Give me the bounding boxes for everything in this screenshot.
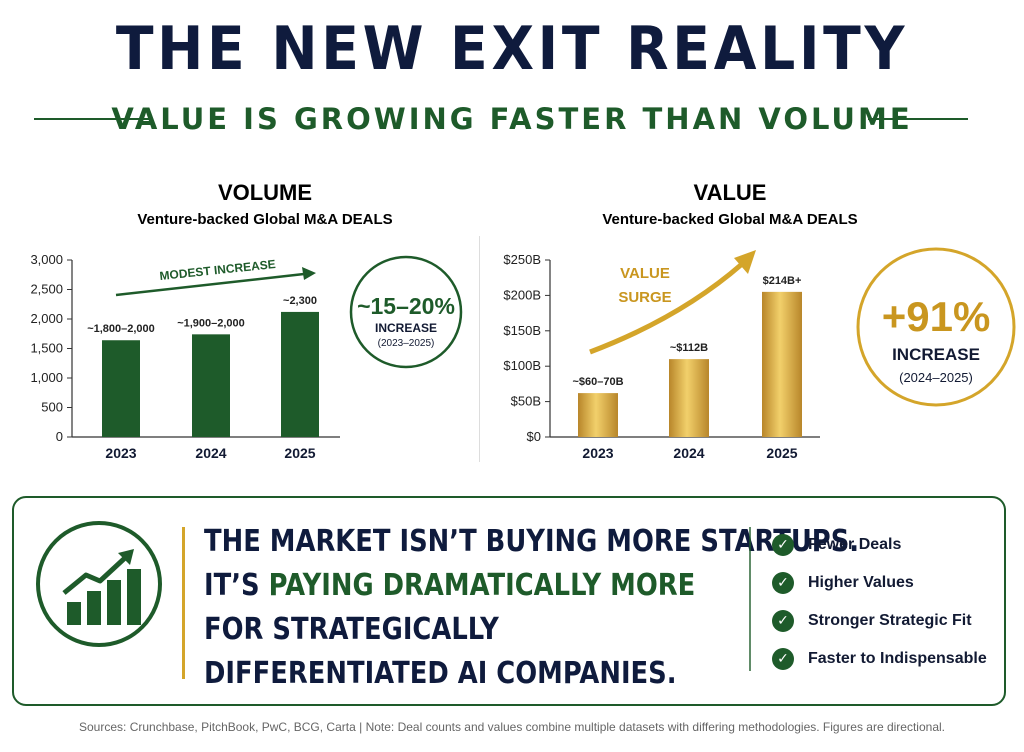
data-label-2024: ~$112B — [670, 342, 708, 354]
message-panel — [12, 496, 1006, 706]
headline-line-2-accent: PAYING DRAMATICALLY MORE — [268, 568, 696, 603]
checklist-item: ✓ Fewer Deals — [772, 526, 987, 564]
data-label-2025: ~2,300 — [283, 295, 317, 307]
check-icon: ✓ — [772, 648, 794, 670]
bar-2024 — [669, 359, 709, 437]
value-surge-arrow-head — [734, 250, 756, 274]
y-tick-label: $0 — [527, 429, 541, 444]
value-surge-arrow-path — [589, 262, 744, 355]
headline-line-2: IT’S PAYING DRAMATICALLY MORE — [204, 564, 859, 608]
subtitle-rule-left — [34, 118, 150, 120]
bar-2025 — [762, 291, 802, 437]
y-tick-label: 1,500 — [30, 341, 63, 356]
check-icon: ✓ — [772, 534, 794, 556]
bar-2024 — [192, 334, 230, 437]
growth-chart-icon — [36, 521, 162, 647]
volume-trend-arrow-head — [302, 267, 316, 280]
volume-badge-period: (2023–2025) — [378, 338, 435, 349]
value-badge-label: INCREASE — [892, 345, 980, 364]
headline-line-4: DIFFERENTIATED AI COMPANIES. — [204, 656, 677, 691]
data-label-2025: $214B+ — [763, 275, 802, 287]
sources-footnote: Sources: Crunchbase, PitchBook, PwC, BCG… — [79, 720, 945, 734]
volume-trend-arrow-line — [115, 272, 305, 297]
x-tick-label-2024: 2024 — [195, 445, 226, 461]
value-trend-label-2: SURGE — [618, 289, 671, 306]
data-label-2023: ~1,800–2,000 — [87, 323, 155, 335]
checklist-item: ✓ Stronger Strategic Fit — [772, 602, 987, 640]
y-tick-label: 2,500 — [30, 282, 63, 297]
checklist-item: ✓ Higher Values — [772, 564, 987, 602]
checklist-item: ✓ Faster to Indispensable — [772, 640, 987, 678]
subtitle-row: VALUE IS GROWING FASTER THAN VOLUME — [0, 96, 1024, 140]
check-icon: ✓ — [772, 572, 794, 594]
volume-badge-ring — [349, 255, 463, 369]
y-tick-label: 0 — [56, 429, 63, 444]
checklist: ✓ Fewer Deals ✓ Higher Values ✓ Stronger… — [772, 526, 987, 678]
y-tick-label: $200B — [503, 287, 541, 302]
y-tick-label: 3,000 — [30, 252, 63, 267]
bar-2023 — [102, 340, 140, 437]
value-surge-arrow — [589, 250, 756, 355]
x-tick-label-2023: 2023 — [582, 445, 613, 461]
data-label-2024: ~1,900–2,000 — [177, 317, 245, 329]
y-tick-label: $250B — [503, 252, 541, 267]
value-badge-ring — [856, 247, 1016, 407]
checklist-item-label: Stronger Strategic Fit — [808, 612, 972, 629]
checklist-divider — [749, 527, 751, 671]
gold-divider — [182, 527, 185, 679]
y-tick-label: $150B — [503, 323, 541, 338]
value-heading-block: VALUE Venture-backed Global M&A DEALS — [570, 180, 890, 230]
value-heading: VALUE — [693, 180, 767, 205]
chart-divider — [479, 236, 480, 462]
checklist-item-label: Faster to Indispensable — [808, 650, 987, 667]
volume-heading: VOLUME — [217, 180, 313, 205]
page-subtitle: VALUE IS GROWING FASTER THAN VOLUME — [111, 102, 913, 136]
volume-subheading: Venture-backed Global M&A DEALS — [137, 211, 393, 228]
bar-2023 — [578, 393, 618, 437]
y-tick-label: $100B — [503, 358, 541, 373]
value-subheading: Venture-backed Global M&A DEALS — [602, 211, 858, 228]
bar-2025 — [281, 311, 319, 437]
headline-line-2-prefix: IT’S — [204, 568, 269, 603]
headline-line-1: THE MARKET ISN’T BUYING MORE STARTUPS. — [204, 524, 860, 559]
x-tick-label-2025: 2025 — [766, 445, 797, 461]
page-title: THE NEW EXIT REALITY — [115, 14, 909, 84]
checklist-item-label: Fewer Deals — [808, 536, 902, 553]
data-label-2023: ~$60–70B — [572, 376, 623, 388]
volume-heading-block: VOLUME Venture-backed Global M&A DEALS — [110, 180, 420, 230]
y-tick-label: 1,000 — [30, 370, 63, 385]
x-tick-label-2023: 2023 — [105, 445, 136, 461]
checklist-item-label: Higher Values — [808, 574, 914, 591]
volume-trend-arrow — [115, 267, 316, 297]
x-tick-label-2024: 2024 — [673, 445, 704, 461]
volume-badge-label: INCREASE — [375, 321, 437, 335]
y-tick-label: $50B — [511, 394, 541, 409]
value-badge-period: (2024–2025) — [899, 370, 973, 385]
value-chart: $0 $50B $100B $150B $200B $250B ~$60–70B 2023 ~… — [503, 247, 1016, 461]
subtitle-rule-right — [868, 118, 968, 120]
volume-badge-value: ~15–20% — [357, 293, 455, 319]
volume-chart: 0 500 1,000 1,500 2,000 2,500 3,000 ~1,800–2,0… — [30, 252, 463, 461]
check-icon: ✓ — [772, 610, 794, 632]
value-badge-value: +91% — [882, 293, 991, 340]
value-trend-label-1: VALUE — [620, 265, 670, 282]
x-tick-label-2025: 2025 — [284, 445, 315, 461]
headline-message: THE MARKET ISN’T BUYING MORE STARTUPS. I… — [204, 520, 966, 696]
y-tick-label: 2,000 — [30, 311, 63, 326]
y-tick-label: 500 — [41, 400, 63, 415]
headline-line-3: FOR STRATEGICALLY — [204, 612, 499, 647]
